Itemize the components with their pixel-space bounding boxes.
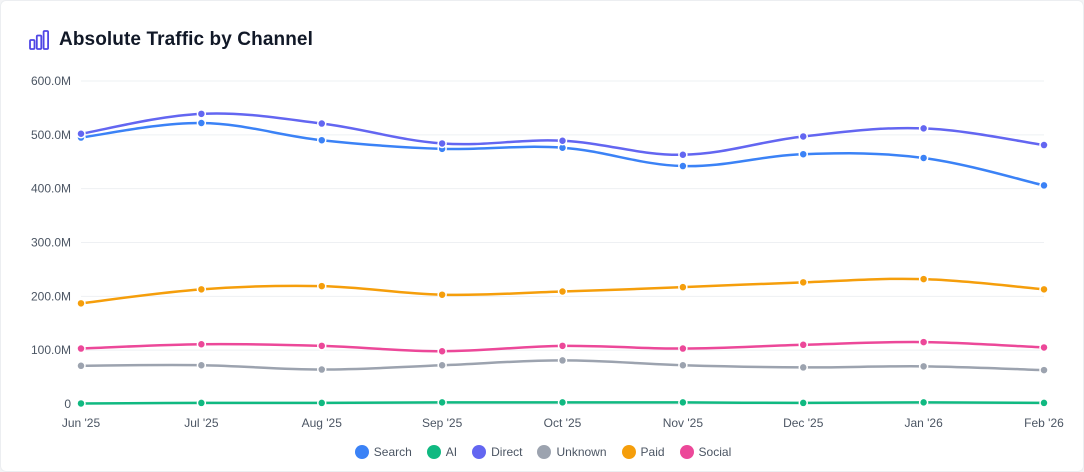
legend-swatch: [537, 445, 552, 459]
y-tick-label: 500.0M: [31, 128, 71, 142]
data-point-social: [678, 343, 688, 354]
data-point-search: [317, 135, 327, 145]
data-point-social: [798, 340, 808, 350]
data-point-social: [76, 343, 86, 354]
y-tick-label: 600.0M: [31, 74, 71, 88]
x-tick-label: Aug '25: [302, 416, 343, 430]
series-line-search: [79, 121, 1046, 187]
chart-legend: Search AI Direct Unknown Paid Social: [1, 445, 1084, 459]
data-point-social: [918, 337, 929, 347]
legend-item-paid[interactable]: Paid: [621, 445, 665, 459]
data-point-ai: [678, 397, 688, 408]
legend-label: Search: [373, 445, 412, 459]
legend-swatch: [621, 445, 636, 459]
data-point-social: [196, 339, 207, 349]
legend-item-direct[interactable]: Direct: [472, 445, 522, 459]
data-point-unknown: [437, 360, 447, 370]
data-point-paid: [1039, 284, 1049, 295]
legend-item-search[interactable]: Search: [354, 445, 412, 459]
data-point-direct: [317, 118, 327, 129]
data-point-ai: [196, 398, 207, 408]
legend-swatch: [426, 445, 441, 459]
data-point-ai: [317, 398, 327, 408]
y-tick-label: 0: [64, 397, 71, 411]
data-point-direct: [918, 123, 929, 134]
data-point-search: [918, 153, 929, 163]
data-point-ai: [798, 398, 808, 408]
data-point-social: [317, 341, 327, 351]
line-chart: 0 100.0M 200.0M 300.0M 400.0M 500.0M 600.0M Jun…: [31, 74, 1064, 430]
legend-swatch: [472, 445, 487, 459]
data-point-paid: [798, 277, 808, 288]
data-point-social: [437, 346, 447, 356]
data-point-direct: [76, 129, 86, 139]
data-point-ai: [76, 398, 86, 409]
chart-header: Absolute Traffic by Channel: [28, 29, 313, 51]
legend-label: Paid: [640, 445, 665, 459]
data-point-direct: [1039, 140, 1049, 150]
data-point-direct: [557, 136, 568, 146]
x-tick-label: Jul '25: [184, 416, 219, 430]
data-point-paid: [557, 286, 568, 297]
y-tick-label: 100.0M: [31, 343, 71, 357]
data-point-ai: [1039, 398, 1049, 408]
data-point-social: [557, 341, 568, 351]
data-point-paid: [918, 274, 929, 284]
data-point-unknown: [678, 360, 688, 370]
data-point-ai: [557, 397, 568, 408]
x-tick-label: Nov '25: [663, 416, 704, 430]
y-tick-label: 400.0M: [31, 182, 71, 196]
x-tick-label: Jan '26: [904, 416, 943, 430]
data-point-search: [1039, 180, 1049, 191]
legend-item-ai[interactable]: AI: [426, 445, 458, 459]
legend-item-social[interactable]: Social: [679, 445, 732, 459]
data-point-direct: [437, 138, 447, 149]
data-point-paid: [678, 282, 688, 292]
data-point-unknown: [798, 362, 808, 373]
legend-item-unknown[interactable]: Unknown: [537, 445, 607, 459]
y-tick-label: 300.0M: [31, 236, 71, 250]
data-point-ai: [918, 397, 929, 408]
x-tick-label: Jun '25: [62, 416, 101, 430]
data-point-search: [798, 149, 808, 159]
data-point-social: [1039, 342, 1049, 353]
data-point-unknown: [918, 361, 929, 372]
data-point-unknown: [557, 355, 568, 366]
legend-swatch: [354, 445, 369, 459]
legend-label: Social: [698, 445, 732, 459]
legend-label: AI: [445, 445, 458, 459]
x-tick-label: Sep '25: [422, 416, 463, 430]
x-tick-label: Dec '25: [783, 416, 824, 430]
data-point-search: [678, 161, 688, 171]
x-tick-label: Feb '26: [1024, 416, 1064, 430]
legend-swatch: [679, 445, 694, 459]
bar-chart-icon: [28, 29, 50, 51]
data-point-ai: [437, 397, 447, 408]
x-tick-label: Oct '25: [544, 416, 582, 430]
legend-label: Unknown: [556, 445, 607, 459]
chart-title: Absolute Traffic by Channel: [59, 29, 313, 50]
y-tick-label: 200.0M: [31, 289, 71, 303]
data-point-direct: [196, 109, 207, 119]
data-point-direct: [798, 131, 808, 142]
data-point-unknown: [76, 361, 86, 371]
data-point-paid: [317, 281, 327, 291]
data-point-paid: [196, 284, 207, 295]
data-point-unknown: [317, 364, 327, 375]
data-point-search: [196, 118, 207, 128]
data-point-unknown: [196, 360, 207, 370]
data-point-unknown: [1039, 365, 1049, 375]
data-point-paid: [76, 298, 86, 309]
data-point-paid: [437, 289, 447, 300]
data-point-direct: [678, 150, 688, 160]
legend-label: Direct: [491, 445, 523, 459]
